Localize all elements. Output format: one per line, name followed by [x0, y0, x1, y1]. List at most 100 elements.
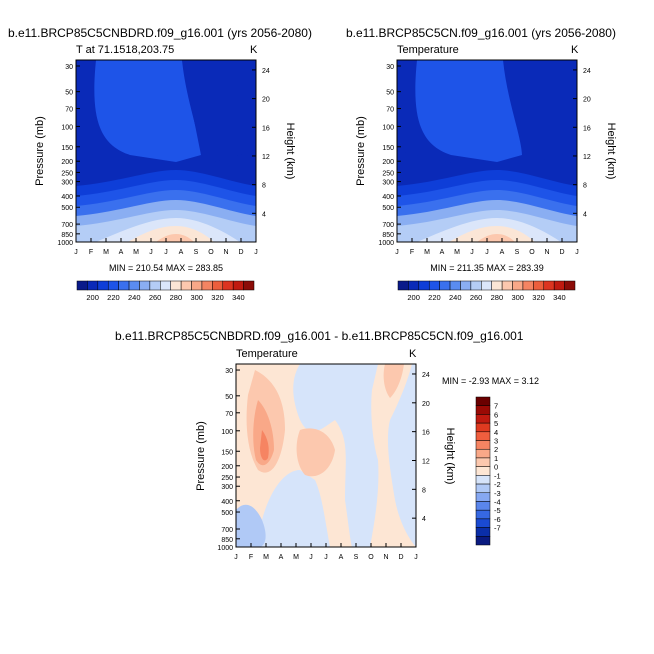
x-tick-label: O	[368, 554, 374, 561]
panel-1-colorbar: 200 220 240 260 280 300 320 340	[76, 280, 255, 302]
y-tick-label: 30	[386, 64, 394, 71]
x-tick-label: A	[500, 249, 505, 256]
colorbar-box	[428, 280, 440, 291]
colorbar-box	[397, 280, 409, 291]
panel-2-y2label: Height (km)	[605, 123, 617, 180]
x-tick-label: A	[119, 249, 124, 256]
y2-tick-label: 16	[262, 125, 270, 132]
x-tick-label: M	[424, 249, 430, 256]
colorbar-box	[475, 440, 491, 450]
colorbar-box	[533, 280, 545, 291]
panel-2-subtitle: Temperature	[397, 44, 459, 56]
x-tick-label: J	[164, 249, 168, 256]
x-tick-label: O	[529, 249, 535, 256]
y-tick-label: 50	[65, 90, 73, 97]
y2-tick-label: 12	[422, 458, 430, 465]
colorbar-box	[201, 280, 213, 291]
colorbar-label: 300	[511, 293, 524, 302]
colorbar-label: 1	[494, 454, 498, 463]
colorbar-box	[553, 280, 565, 291]
x-tick-label: J	[254, 249, 258, 256]
colorbar-box	[475, 414, 491, 424]
y2-tick-label: 20	[583, 97, 591, 104]
panel-3-y2label: Height (km)	[444, 428, 456, 485]
colorbar-box	[522, 280, 534, 291]
x-tick-label: N	[544, 249, 549, 256]
panel-2-ylabel: Pressure (mb)	[355, 116, 367, 186]
colorbar-label: 6	[494, 410, 498, 419]
y-tick-label: 200	[221, 464, 233, 471]
colorbar-box	[543, 280, 555, 291]
x-tick-label: S	[354, 554, 359, 561]
panel-2-stats: MIN = 211.35 MAX = 283.39	[430, 263, 543, 273]
y-tick-label: 100	[221, 429, 233, 436]
panel-3-neg-low	[236, 504, 266, 547]
colorbar-box	[232, 280, 244, 291]
colorbar-box	[475, 431, 491, 441]
panel-2-upper-band	[415, 60, 522, 162]
x-tick-label: J	[575, 249, 579, 256]
x-tick-label: D	[398, 554, 403, 561]
y-tick-label: 150	[61, 145, 73, 152]
colorbar-label: 200	[86, 293, 99, 302]
colorbar-box	[139, 280, 151, 291]
y-tick-label: 200	[382, 159, 394, 166]
colorbar-label: -5	[494, 506, 501, 515]
colorbar-box	[564, 280, 576, 291]
y-tick-label: 850	[382, 232, 394, 239]
x-tick-label: M	[454, 249, 460, 256]
colorbar-box	[243, 280, 255, 291]
y2-tick-label: 24	[262, 68, 270, 75]
x-tick-label: J	[309, 554, 313, 561]
y2-tick-label: 24	[583, 68, 591, 75]
y-tick-label: 250	[382, 170, 394, 177]
y-tick-label: 100	[382, 124, 394, 131]
colorbar-label: -3	[494, 489, 501, 498]
y-tick-label: 200	[61, 159, 73, 166]
x-tick-label: A	[339, 554, 344, 561]
x-tick-label: J	[324, 554, 328, 561]
colorbar-box	[222, 280, 234, 291]
x-tick-label: O	[208, 249, 214, 256]
panel-1-band-7	[128, 226, 214, 242]
panel-1-units: K	[250, 44, 258, 56]
y-tick-label: 100	[61, 124, 73, 131]
y2-tick-label: 20	[262, 97, 270, 104]
colorbar-box	[76, 280, 88, 291]
y-tick-label: 300	[382, 180, 394, 187]
x-tick-label: N	[383, 554, 388, 561]
colorbar-box	[475, 518, 491, 528]
colorbar-box	[475, 466, 491, 476]
colorbar-box	[107, 280, 119, 291]
colorbar-box	[475, 457, 491, 467]
colorbar-box	[475, 448, 491, 459]
panel-2-plot	[396, 59, 578, 243]
colorbar-box	[501, 280, 513, 291]
colorbar-label: 340	[232, 293, 245, 302]
colorbar-box	[475, 527, 491, 537]
y2-tick-label: 20	[422, 401, 430, 408]
y-tick-label: 70	[65, 107, 73, 114]
panel-2-units: K	[571, 44, 579, 56]
colorbar-box	[475, 405, 491, 415]
colorbar-label: 260	[149, 293, 162, 302]
y-tick-label: 150	[382, 145, 394, 152]
y-tick-label: 400	[382, 194, 394, 201]
colorbar-box	[460, 280, 472, 291]
colorbar-box	[180, 280, 192, 291]
y2-tick-label: 24	[422, 372, 430, 379]
y-tick-label: 150	[221, 449, 233, 456]
panel-2-band-7	[449, 226, 535, 242]
colorbar-box	[418, 280, 430, 291]
colorbar-box	[170, 280, 182, 291]
colorbar-box	[449, 280, 461, 291]
panel-1-plot	[75, 59, 257, 243]
colorbar-box	[191, 280, 203, 291]
panel-1-y2label: Height (km)	[284, 123, 296, 180]
colorbar-box	[491, 280, 503, 291]
colorbar-label: 280	[491, 293, 504, 302]
colorbar-label: 0	[494, 463, 498, 472]
panel-1-ylabel: Pressure (mb)	[34, 116, 46, 186]
colorbar-label: 220	[428, 293, 441, 302]
colorbar-box	[128, 280, 140, 291]
